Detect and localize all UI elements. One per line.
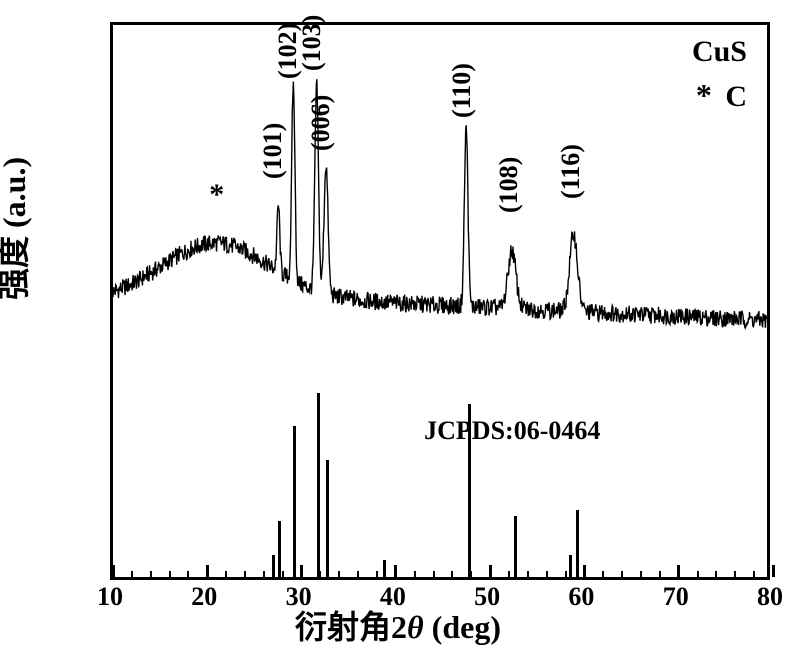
x-tick-label: 60 [568,582,594,612]
x-tick-label: 80 [757,582,783,612]
plot-area: CuS * C JCPDS:06-0464 * (101)(102)(103)(… [110,22,770,580]
x-tick-minor [451,571,453,577]
x-tick-minor [640,571,642,577]
x-tick-minor [621,571,623,577]
x-tick-minor [414,571,416,577]
x-tick-major [300,565,303,577]
x-tick-label: 20 [191,582,217,612]
x-tick-label: 50 [474,582,500,612]
x-tick-minor [187,571,189,577]
x-label-suffix: (deg) [424,609,501,645]
x-tick-minor [659,571,661,577]
x-tick-major [112,565,115,577]
x-tick-minor [282,571,284,577]
x-tick-minor [357,571,359,577]
x-tick-minor [508,571,510,577]
x-tick-major [677,565,680,577]
spectrum-path [113,79,767,328]
peak-label: (116) [556,144,586,199]
x-tick-minor [338,571,340,577]
x-tick-minor [697,571,699,577]
x-tick-minor [527,571,529,577]
reference-stick [468,404,471,577]
reference-stick [317,393,320,577]
x-tick-label: 70 [663,582,689,612]
reference-stick [293,426,296,577]
x-tick-minor [715,571,717,577]
x-tick-minor [150,571,152,577]
x-tick-minor [169,571,171,577]
reference-stick [278,521,281,577]
x-tick-minor [225,571,227,577]
x-tick-major [394,565,397,577]
x-tick-label: 30 [286,582,312,612]
x-tick-label: 40 [380,582,406,612]
peak-label: (110) [447,63,477,118]
reference-stick [326,460,329,577]
xrd-spectrum-line [113,25,767,577]
x-tick-label: 10 [97,582,123,612]
reference-stick [272,555,275,577]
x-tick-minor [546,571,548,577]
x-tick-major [206,565,209,577]
x-tick-minor [131,571,133,577]
peak-label: (108) [494,156,524,212]
reference-stick [514,516,517,577]
x-label-theta: θ [407,609,424,645]
x-tick-minor [376,571,378,577]
x-label-prefix: 衍射角2 [295,609,407,645]
y-axis-label: 强度 (a.u.) [0,157,35,300]
x-tick-minor [734,571,736,577]
x-tick-major [772,565,775,577]
x-tick-minor [433,571,435,577]
peak-label: (101) [258,123,288,179]
x-tick-minor [244,571,246,577]
reference-stick [576,510,579,577]
x-tick-minor [565,571,567,577]
x-tick-minor [263,571,265,577]
reference-stick [383,560,386,577]
x-tick-major [489,565,492,577]
x-tick-major [583,565,586,577]
xrd-chart: 强度 (a.u.) 衍射角2θ (deg) CuS * C JCPDS:06-0… [0,0,796,648]
peak-label: (103) [297,14,327,70]
peak-label: (006) [306,95,336,151]
x-tick-minor [753,571,755,577]
reference-stick [569,555,572,577]
x-tick-minor [602,571,604,577]
